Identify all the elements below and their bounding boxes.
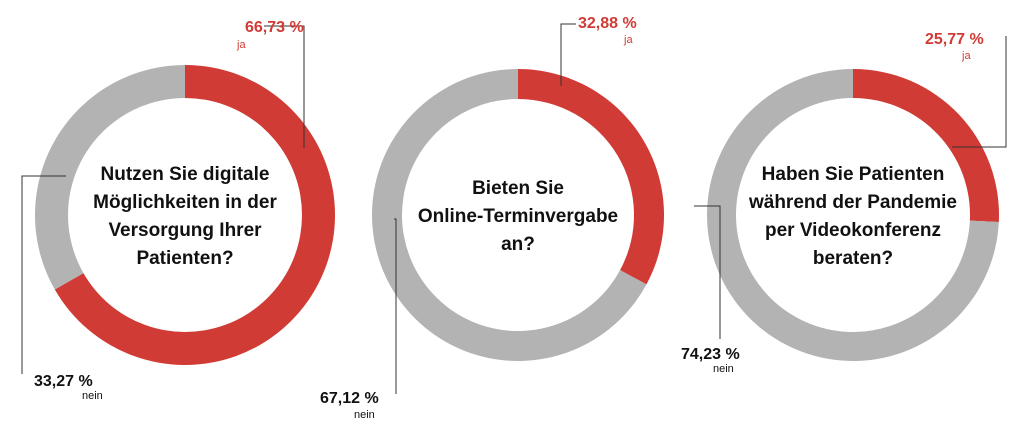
category-label-nein: nein	[82, 390, 103, 402]
leader-line-nein	[21, 175, 66, 374]
question-line: Bieten Sie	[472, 178, 564, 199]
category-label-nein: nein	[354, 409, 375, 421]
question-line: Versorgung Ihrer	[108, 220, 262, 241]
value-label-nein: 74,23 %	[681, 346, 740, 363]
slice-ja	[853, 69, 1000, 223]
category-label-ja: ja	[236, 39, 246, 51]
slice-ja	[518, 69, 665, 285]
value-label-ja: 25,77 %	[925, 31, 984, 48]
category-label-ja: ja	[961, 50, 971, 62]
leader-line-nein	[694, 205, 721, 339]
question-line: Nutzen Sie digitale	[101, 164, 270, 185]
leader-line-ja	[264, 25, 305, 148]
donut-chart-2: Bieten Sie Online-Terminvergabe an? 32,88 %…	[320, 15, 665, 421]
leader-line-ja	[560, 23, 576, 86]
question-line: an?	[501, 234, 535, 255]
category-label-nein: nein	[713, 363, 734, 375]
question-line: während der Pandemie	[748, 192, 957, 213]
donut-chart-3: Haben Sie Patienten während der Pandemie p…	[681, 31, 1007, 375]
value-label-nein: 33,27 %	[34, 373, 93, 390]
leader-line-ja	[952, 36, 1007, 148]
question-line: beraten?	[813, 248, 893, 269]
leader-line-nein	[394, 218, 397, 394]
category-label-ja: ja	[623, 34, 633, 46]
question-line: Patienten?	[136, 248, 233, 269]
value-label-ja: 66,73 %	[245, 19, 304, 36]
value-label-ja: 32,88 %	[578, 15, 637, 32]
question-line: per Videokonferenz	[765, 220, 941, 241]
question-line: Möglichkeiten in der	[93, 192, 277, 213]
slice-nein	[35, 65, 185, 290]
question-line: Haben Sie Patienten	[762, 164, 945, 185]
question-line: Online-Terminvergabe	[418, 206, 618, 227]
donut-chart-1: Nutzen Sie digitale Möglichkeiten in der V…	[21, 19, 336, 402]
value-label-nein: 67,12 %	[320, 390, 379, 407]
